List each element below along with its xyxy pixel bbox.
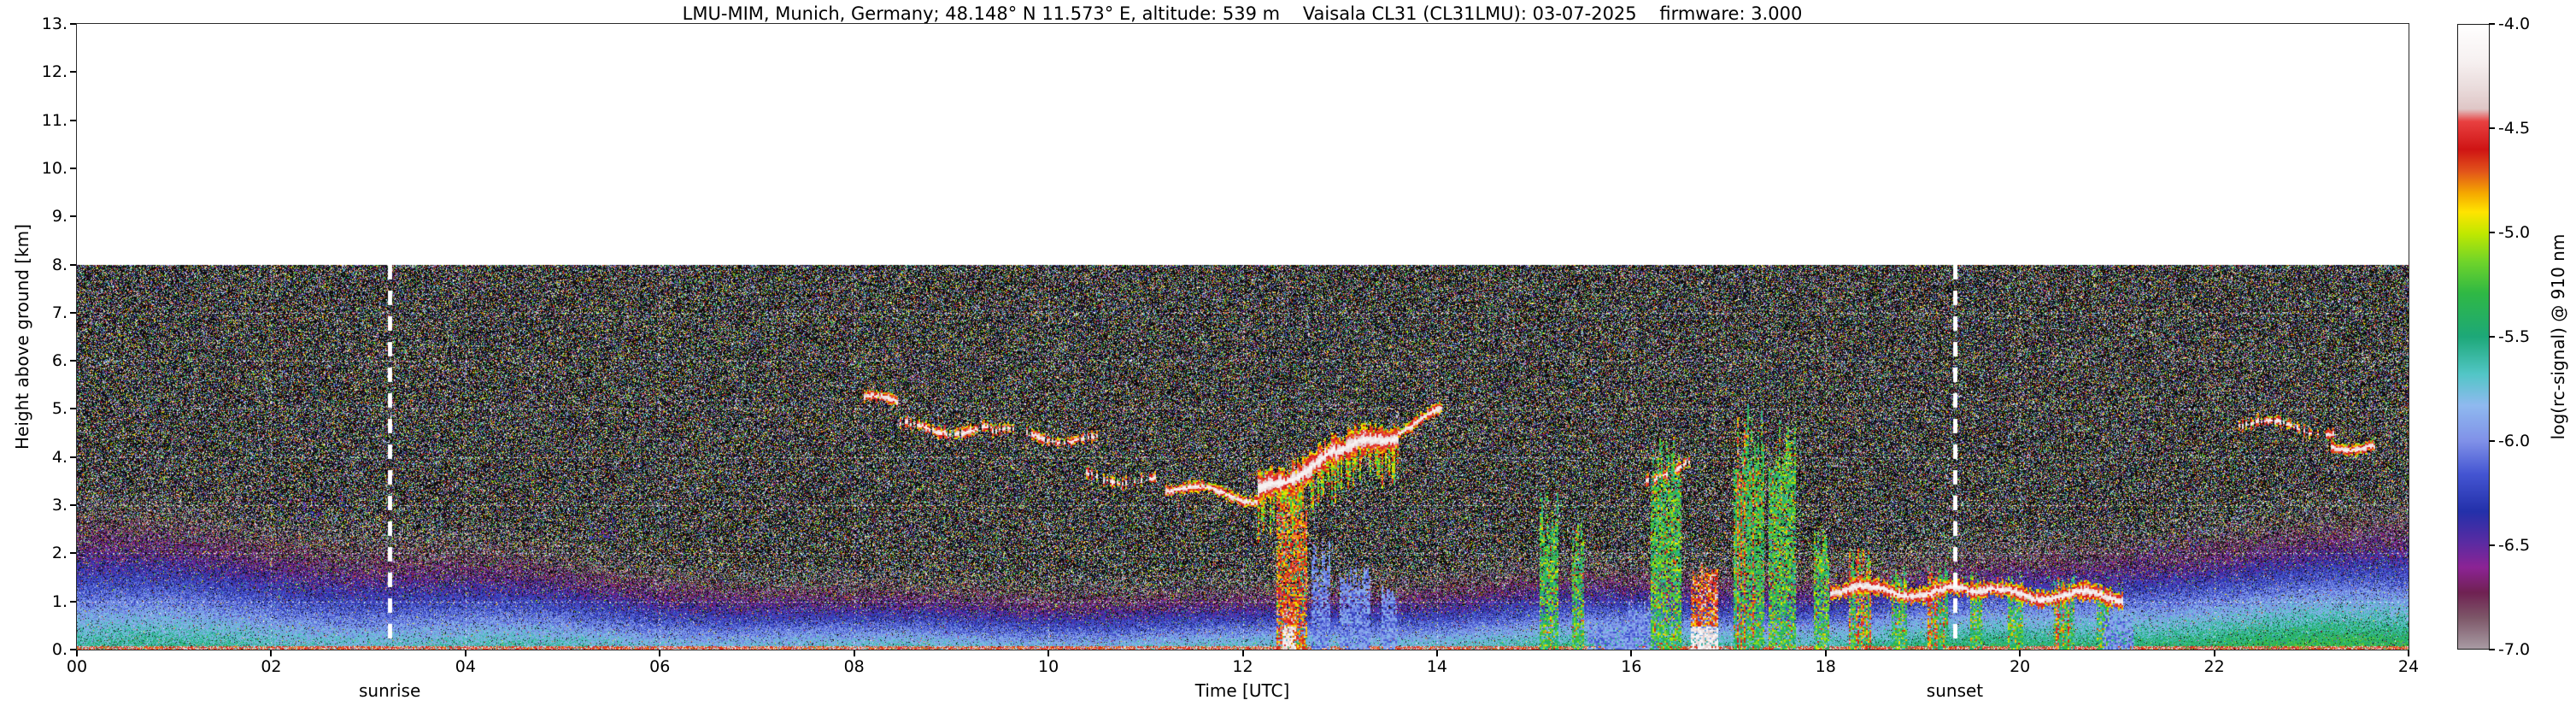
y-tick-label: 12.: [41, 62, 67, 82]
x-tick-label: 04: [455, 657, 476, 676]
y-tick-mark: [70, 600, 76, 603]
x-tick-label: 06: [649, 657, 671, 676]
y-tick-mark: [70, 215, 76, 218]
colorbar-tick-label: -6.0: [2498, 432, 2531, 450]
x-axis-label: Time [UTC]: [1194, 680, 1290, 701]
y-tick-mark: [70, 360, 76, 362]
y-tick-label: 2.: [51, 544, 67, 563]
colorbar-tick-mark: [2489, 127, 2495, 129]
sunrise-label: sunrise: [359, 680, 421, 701]
y-tick-label: 6.: [51, 351, 67, 371]
x-tick-mark: [853, 650, 855, 656]
y-tick-mark: [70, 23, 76, 25]
colorbar-tick-label: -4.0: [2498, 15, 2531, 33]
y-tick-mark: [70, 504, 76, 507]
y-tick-label: 9.: [51, 207, 67, 227]
sunset-label: sunset: [1926, 680, 1984, 701]
x-tick-mark: [1435, 650, 1438, 656]
y-tick-label: 8.: [51, 255, 67, 274]
y-tick-label: 5.: [51, 399, 67, 419]
y-tick-label: 1.: [51, 591, 67, 611]
colorbar-tick-label: -6.5: [2498, 536, 2531, 555]
x-tick-label: 24: [2397, 657, 2420, 676]
y-tick-mark: [70, 552, 76, 555]
colorbar-gradient: [2458, 25, 2489, 649]
colorbar: [2457, 24, 2490, 650]
y-tick-mark: [70, 649, 76, 650]
x-tick-mark: [464, 650, 466, 656]
x-tick-mark: [1824, 650, 1827, 656]
colorbar-tick-mark: [2489, 440, 2495, 442]
colorbar-tick-label: -4.5: [2498, 119, 2531, 138]
colorbar-tick-mark: [2489, 23, 2495, 25]
plot-area: [76, 23, 2409, 650]
y-tick-mark: [70, 167, 76, 169]
x-tick-label: 12: [1232, 657, 1253, 676]
y-tick-mark: [70, 71, 76, 74]
x-tick-label: 00: [66, 657, 88, 676]
chart-title: LMU-MIM, Munich, Germany; 48.148° N 11.5…: [682, 3, 1803, 24]
colorbar-tick-mark: [2489, 544, 2495, 546]
x-tick-label: 16: [1621, 657, 1642, 676]
y-tick-label: 4.: [51, 447, 67, 467]
y-tick-mark: [70, 311, 76, 314]
colorbar-tick-label: -7.0: [2498, 640, 2531, 659]
heatmap-canvas: [77, 24, 2409, 650]
x-tick-label: 08: [843, 657, 865, 676]
x-tick-label: 02: [261, 657, 282, 676]
colorbar-label: log(rc-signal) @ 910 nm: [2548, 233, 2568, 440]
colorbar-tick-label: -5.5: [2498, 327, 2531, 346]
x-tick-label: 22: [2203, 657, 2225, 676]
colorbar-tick-mark: [2489, 649, 2495, 650]
x-tick-mark: [1630, 650, 1633, 656]
x-tick-mark: [76, 650, 78, 656]
y-tick-mark: [70, 456, 76, 458]
x-tick-mark: [2408, 650, 2409, 656]
x-tick-mark: [1241, 650, 1244, 656]
x-tick-mark: [270, 650, 273, 656]
x-tick-mark: [2213, 650, 2215, 656]
x-tick-label: 14: [1426, 657, 1447, 676]
x-tick-label: 10: [1037, 657, 1059, 676]
x-tick-mark: [1047, 650, 1050, 656]
y-tick-mark: [70, 119, 76, 121]
colorbar-tick-mark: [2489, 336, 2495, 338]
x-tick-label: 20: [2010, 657, 2031, 676]
y-tick-label: 3.: [51, 496, 67, 515]
y-tick-label: 11.: [41, 110, 67, 130]
y-tick-label: 10.: [41, 158, 67, 178]
y-tick-label: 7.: [51, 303, 67, 322]
y-tick-mark: [70, 263, 76, 266]
x-tick-mark: [2019, 650, 2021, 656]
y-tick-label: 13.: [41, 15, 67, 33]
colorbar-tick-label: -5.0: [2498, 223, 2531, 242]
y-tick-label: 0.: [51, 640, 67, 659]
y-tick-mark: [70, 408, 76, 410]
y-axis-label: Height above ground [km]: [12, 224, 32, 450]
colorbar-tick-mark: [2489, 232, 2495, 233]
x-tick-mark: [659, 650, 661, 656]
x-tick-label: 18: [1815, 657, 1836, 676]
